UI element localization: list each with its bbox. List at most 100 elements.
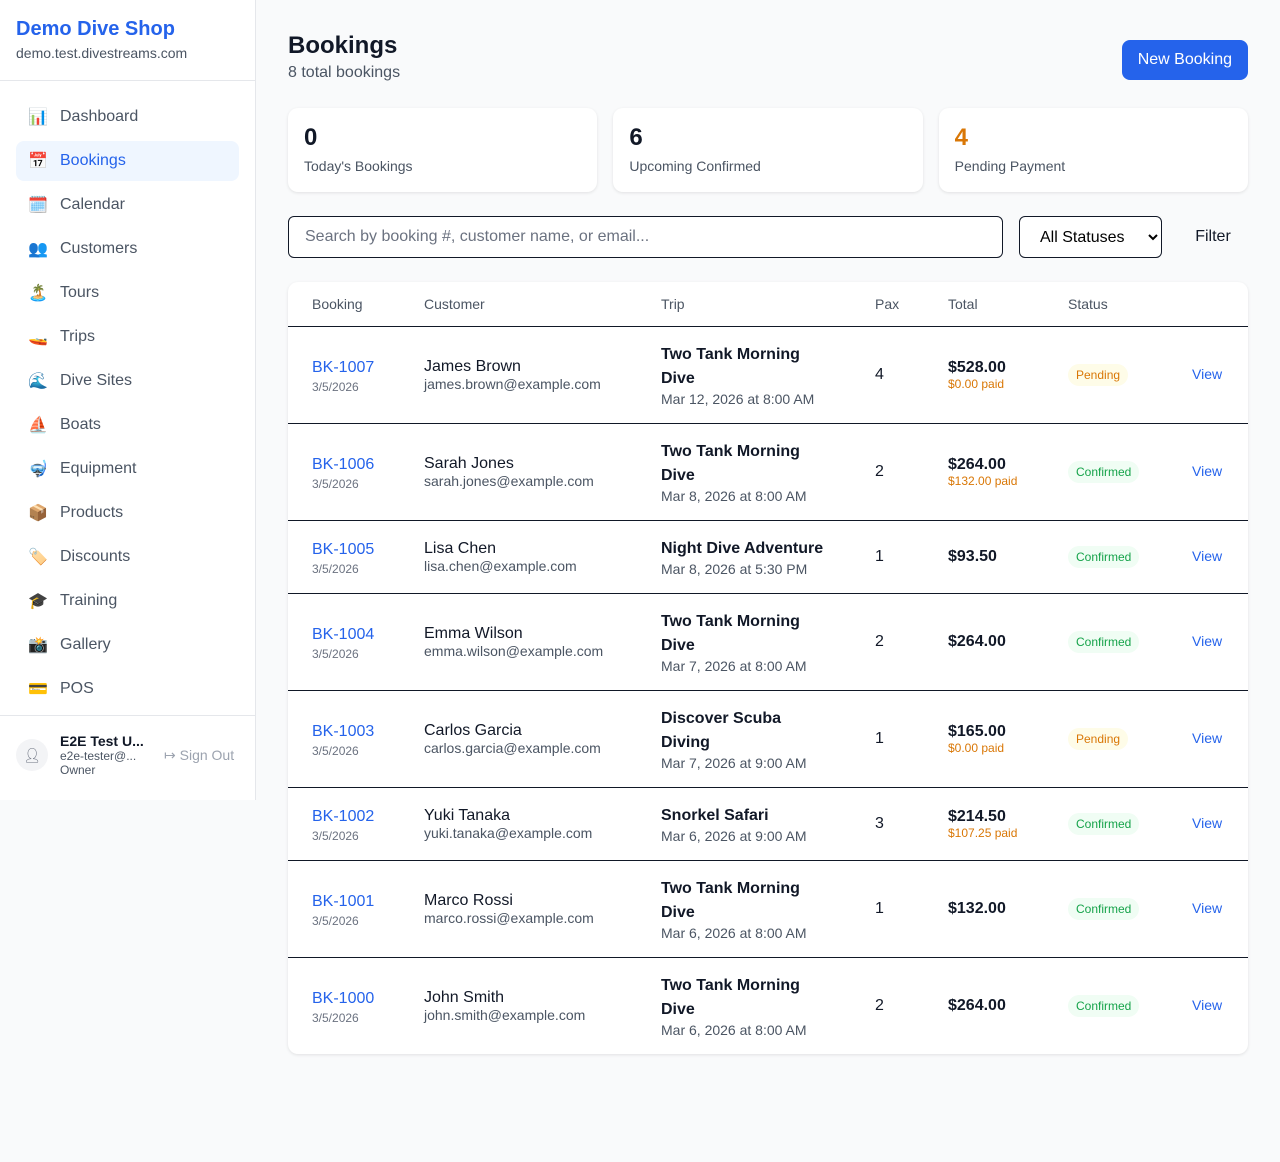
trip-name: Two Tank Morning Dive <box>661 442 800 484</box>
user-icon: 👤︎ <box>16 739 48 771</box>
view-link[interactable]: View <box>1192 729 1223 746</box>
table-row: BK-1002 3/5/2026 Yuki Tanaka yuki.tanaka@e… <box>288 787 1248 861</box>
sidebar-item-label: Customers <box>60 240 138 257</box>
sidebar-item-calendar[interactable]: 🗓️ Calendar <box>16 185 239 225</box>
total: $93.50 <box>948 547 997 565</box>
new-booking-button[interactable]: New Booking <box>1121 40 1248 80</box>
stat-card: 6 Upcoming Confirmed <box>613 108 923 192</box>
view-link[interactable]: View <box>1192 462 1223 479</box>
diving-mask-icon: 🤿 <box>28 461 48 478</box>
search-input[interactable] <box>288 216 1003 258</box>
table-row: BK-1000 3/5/2026 John Smith john.smith@exa… <box>288 957 1248 1054</box>
customer-name: Marco Rossi <box>424 891 513 909</box>
trip-date: Mar 12, 2026 at 8:00 AM <box>661 390 815 407</box>
column-header: Status <box>1068 282 1192 327</box>
sailboat-icon: ⛵ <box>28 417 48 434</box>
view-link[interactable]: View <box>1192 899 1223 916</box>
status-badge: Confirmed <box>1068 630 1140 653</box>
booking-link[interactable]: BK-1007 <box>312 358 375 376</box>
customer-name: Carlos Garcia <box>424 721 522 739</box>
sidebar-item-products[interactable]: 📦 Products <box>16 493 239 533</box>
package-icon: 📦 <box>28 505 48 522</box>
sidebar-item-customers[interactable]: 👥 Customers <box>16 229 239 269</box>
stat-label: Today's Bookings <box>304 158 413 174</box>
status-badge: Confirmed <box>1068 994 1140 1017</box>
customer-name: James Brown <box>424 357 521 375</box>
sidebar-item-tours[interactable]: 🏝️ Tours <box>16 273 239 313</box>
sidebar-item-equipment[interactable]: 🤿 Equipment <box>16 449 239 489</box>
total: $528.00 <box>948 358 1006 376</box>
view-link[interactable]: View <box>1192 365 1223 382</box>
pax: 2 <box>875 996 884 1014</box>
customer-name: Emma Wilson <box>424 624 523 642</box>
users-icon: 👥 <box>28 241 48 258</box>
sign-out-icon: ↦ <box>164 746 176 763</box>
booking-link[interactable]: BK-1000 <box>312 989 375 1007</box>
sidebar: Demo Dive Shop demo.test.divestreams.com… <box>0 0 256 800</box>
sidebar-item-dive-sites[interactable]: 🌊 Dive Sites <box>16 361 239 401</box>
sidebar-item-label: Equipment <box>60 460 137 477</box>
customer-email: yuki.tanaka@example.com <box>424 824 593 841</box>
credit-card-icon: 💳 <box>28 681 48 698</box>
sidebar-item-label: Discounts <box>60 548 131 565</box>
sidebar-item-dashboard[interactable]: 📊 Dashboard <box>16 97 239 137</box>
booking-link[interactable]: BK-1006 <box>312 455 375 473</box>
view-link[interactable]: View <box>1192 547 1223 564</box>
booking-link[interactable]: BK-1005 <box>312 540 375 558</box>
trip-date: Mar 6, 2026 at 8:00 AM <box>661 924 807 941</box>
status-badge: Confirmed <box>1068 460 1140 483</box>
view-link[interactable]: View <box>1192 996 1223 1013</box>
filter-button[interactable]: Filter <box>1195 228 1231 245</box>
sidebar-item-trips[interactable]: 🚤 Trips <box>16 317 239 357</box>
customer-name: Lisa Chen <box>424 539 497 557</box>
island-icon: 🏝️ <box>28 285 48 302</box>
pax: 1 <box>875 690 948 788</box>
status-select[interactable]: All Statuses <box>1019 216 1162 258</box>
user-panel: 👤︎ E2E Test U... e2e-tester@... Owner ↦ … <box>0 715 255 794</box>
table-row: BK-1001 3/5/2026 Marco Rossi marco.rossi@e… <box>288 860 1248 958</box>
status-badge: Pending <box>1068 727 1129 750</box>
trip-date: Mar 8, 2026 at 8:00 AM <box>661 487 807 504</box>
main-content: Bookings 8 total bookings New Booking 0 T… <box>288 32 1248 1054</box>
pax: 3 <box>875 787 948 861</box>
view-link[interactable]: View <box>1192 632 1223 649</box>
sidebar-item-discounts[interactable]: 🏷️ Discounts <box>16 537 239 577</box>
booking-date: 3/5/2026 <box>312 1010 359 1025</box>
wave-icon: 🌊 <box>28 373 48 390</box>
booking-link[interactable]: BK-1002 <box>312 807 375 825</box>
sidebar-item-training[interactable]: 🎓 Training <box>16 581 239 621</box>
pax: 2 <box>875 423 948 521</box>
booking-link[interactable]: BK-1001 <box>312 892 375 910</box>
booking-date: 3/5/2026 <box>312 379 359 394</box>
total: $214.50 <box>948 807 1006 825</box>
camera-icon: 📸 <box>28 637 48 654</box>
customer-email: carlos.garcia@example.com <box>424 739 601 756</box>
sidebar-item-label: Trips <box>60 328 95 345</box>
trip-name: Two Tank Morning Dive <box>661 879 800 921</box>
sidebar-item-label: Gallery <box>60 636 111 653</box>
customer-email: james.brown@example.com <box>424 375 601 392</box>
pax: 4 <box>875 326 948 424</box>
trip-name: Snorkel Safari <box>661 806 769 824</box>
shop-domain: demo.test.divestreams.com <box>16 45 188 61</box>
booking-date: 3/5/2026 <box>312 476 359 491</box>
trip-date: Mar 6, 2026 at 9:00 AM <box>661 827 807 844</box>
sidebar-item-gallery[interactable]: 📸 Gallery <box>16 625 239 665</box>
trip-name: Discover Scuba Diving <box>661 709 782 751</box>
sidebar-item-bookings[interactable]: 📅 Bookings <box>16 141 239 181</box>
sign-out-button[interactable]: ↦ Sign Out <box>164 747 234 764</box>
sidebar-item-pos[interactable]: 💳 POS <box>16 669 239 709</box>
view-link[interactable]: View <box>1192 814 1223 831</box>
status-badge: Confirmed <box>1068 545 1140 568</box>
sidebar-item-boats[interactable]: ⛵ Boats <box>16 405 239 445</box>
customer-email: marco.rossi@example.com <box>424 909 594 926</box>
calendar-icon: 📅 <box>28 153 48 170</box>
sidebar-item-label: Dive Sites <box>60 372 133 389</box>
table-row: BK-1004 3/5/2026 Emma Wilson emma.wilson@e… <box>288 593 1248 691</box>
paid-amount: $0.00 paid <box>948 740 1005 755</box>
shop-name[interactable]: Demo Dive Shop <box>16 18 175 40</box>
booking-link[interactable]: BK-1003 <box>312 722 375 740</box>
booking-link[interactable]: BK-1004 <box>312 625 375 643</box>
booking-date: 3/5/2026 <box>312 743 359 758</box>
tag-icon: 🏷️ <box>28 549 48 566</box>
